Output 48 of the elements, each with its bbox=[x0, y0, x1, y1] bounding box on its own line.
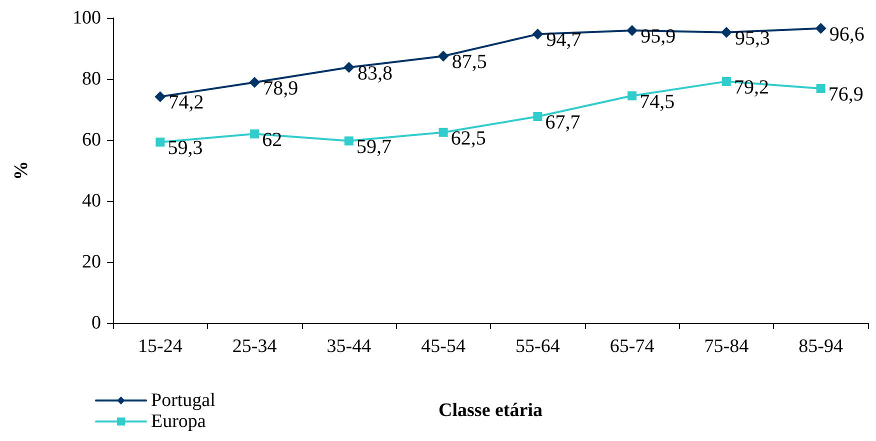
x-tick-label: 75-84 bbox=[704, 336, 750, 357]
point bbox=[344, 136, 354, 146]
y-axis-title: % bbox=[11, 161, 32, 180]
point bbox=[343, 62, 354, 73]
y-tick-label: 40 bbox=[82, 190, 101, 212]
x-tick-label: 35-44 bbox=[326, 336, 372, 357]
legend-label: Portugal bbox=[151, 390, 216, 411]
point bbox=[438, 128, 448, 137]
point bbox=[438, 50, 449, 62]
data-label: 83,8 bbox=[357, 62, 392, 84]
x-axis-title: Classe etária bbox=[438, 400, 543, 421]
data-label: 67,7 bbox=[545, 112, 580, 134]
y-tick-label: 80 bbox=[82, 68, 101, 90]
data-label: 62,5 bbox=[450, 127, 486, 150]
data-label: 87,5 bbox=[452, 51, 487, 74]
data-label: 59,3 bbox=[168, 137, 203, 160]
y-tick-label: 20 bbox=[82, 252, 101, 272]
data-label: 96,6 bbox=[829, 23, 864, 46]
data-label: 95,3 bbox=[734, 27, 770, 50]
legend-label: Europa bbox=[151, 411, 206, 432]
data-label: 95,9 bbox=[640, 26, 676, 48]
data-label: 78,9 bbox=[263, 77, 298, 100]
point bbox=[250, 129, 260, 138]
y-tick-label: 100 bbox=[72, 8, 101, 28]
point bbox=[626, 25, 638, 36]
y-tick-label: 60 bbox=[82, 130, 101, 150]
point bbox=[249, 76, 260, 88]
data-label: 74,2 bbox=[168, 92, 204, 114]
data-label: 74,5 bbox=[640, 90, 675, 113]
x-tick-label: 25-34 bbox=[232, 336, 278, 357]
x-tick-label: 85-94 bbox=[798, 336, 844, 357]
point bbox=[156, 138, 165, 147]
point bbox=[154, 91, 166, 102]
point bbox=[815, 22, 826, 34]
x-tick-label: 45-54 bbox=[421, 336, 466, 357]
x-tick-label: 65-74 bbox=[610, 336, 655, 357]
data-label: 76,9 bbox=[828, 83, 864, 106]
x-tick-label: 55-64 bbox=[516, 336, 560, 357]
point bbox=[722, 76, 731, 86]
x-tick-label: 15-24 bbox=[138, 336, 183, 357]
data-label: 94,7 bbox=[546, 29, 582, 52]
point bbox=[816, 84, 826, 93]
point bbox=[533, 112, 542, 122]
y-tick-label: 0 bbox=[92, 312, 101, 334]
point bbox=[532, 28, 544, 40]
data-label: 59,7 bbox=[356, 136, 392, 158]
point bbox=[628, 91, 637, 100]
point bbox=[720, 26, 732, 38]
